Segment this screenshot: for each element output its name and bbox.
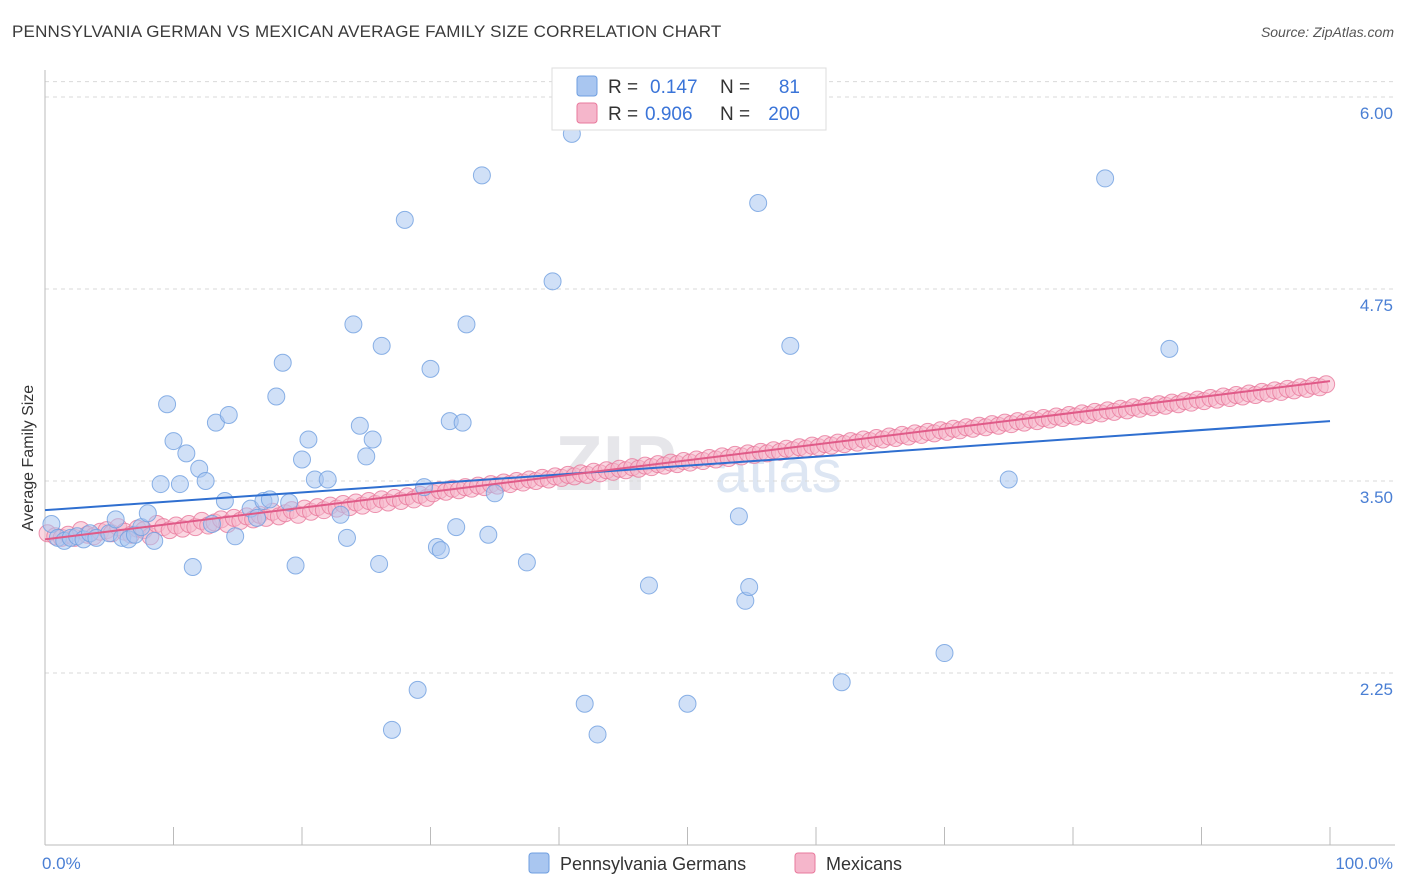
data-point-pennsylvania-germans [447,518,466,537]
data-point-pennsylvania-germans [517,553,536,572]
data-point-pennsylvania-germans [183,558,202,577]
data-point-pennsylvania-germans [226,527,245,546]
legend-box [551,67,827,131]
data-point-pennsylvania-germans [151,475,170,494]
data-point-pennsylvania-germans [293,450,311,469]
y-tick-label: 6.00 [1360,104,1393,123]
data-point-pennsylvania-germans [382,720,401,739]
legend-n-label-2: N = [720,104,750,125]
trend-line-mexicans [44,380,1331,541]
data-point-pennsylvania-germans [408,680,427,699]
data-point-pennsylvania-germans [781,336,800,355]
data-point-pennsylvania-germans [350,416,369,435]
legend-swatch-pink [576,102,598,124]
data-point-pennsylvania-germans [196,472,215,490]
gridlines [45,81,1395,674]
data-point-pennsylvania-germans [479,525,498,544]
y-tick-label: 4.75 [1360,296,1393,315]
data-point-pennsylvania-germans [999,470,1018,489]
data-point-pennsylvania-germans [299,430,318,449]
trend-line-pennsylvania-germans [44,420,1331,512]
data-point-pennsylvania-germans [170,475,189,494]
x-tick-label-min: 0.0% [42,854,81,873]
legend-r-label-2: R = [608,104,638,125]
y-axis-title: Average Family Size [20,385,37,532]
data-point-pennsylvania-germans [215,491,234,510]
data-point-pennsylvania-germans [357,447,376,466]
legend-swatch-blue [576,75,598,97]
data-point-mexicans [1317,375,1336,394]
data-point-pennsylvania-germans [431,541,450,560]
tick-labels: 2.25 3.50 4.75 6.00 0.0% 100.0% [42,104,1393,873]
data-point-pennsylvania-germans [575,694,594,713]
legend-n-value-1: 81 [779,77,800,98]
chart-source: Source: ZipAtlas.com [1260,24,1394,40]
data-point-pennsylvania-germans [219,405,238,424]
legend-r-value-2: 0.906 [645,104,693,125]
legend-r-value-1: 0.147 [650,77,698,98]
data-point-pennsylvania-germans [729,507,748,526]
data-point-pennsylvania-germans [421,359,440,378]
data-points [38,124,1336,744]
data-point-pennsylvania-germans [1160,339,1179,358]
legend-n-value-2: 200 [768,104,800,125]
axes [44,70,1395,846]
data-point-pennsylvania-germans [267,387,286,406]
chart-title: PENNSYLVANIA GERMAN VS MEXICAN AVERAGE F… [12,22,722,41]
data-point-pennsylvania-germans [485,484,504,503]
series-legend-label-mexicans: Mexicans [826,854,902,874]
legend-r-label-1: R = [608,77,638,98]
data-point-pennsylvania-germans [106,510,125,529]
data-point-pennsylvania-germans [337,528,356,547]
data-point-pennsylvania-germans [370,554,389,573]
data-point-pennsylvania-germans [1096,169,1115,188]
data-point-pennsylvania-germans [935,644,954,663]
x-tick-label-max: 100.0% [1335,854,1393,873]
data-point-pennsylvania-germans [145,531,164,550]
data-point-pennsylvania-germans [318,470,337,489]
series-legend-swatch-pennsylvania-germans [528,852,550,874]
data-point-pennsylvania-germans [457,315,476,334]
data-point-pennsylvania-germans [740,577,759,596]
data-point-pennsylvania-germans [177,444,196,463]
data-point-pennsylvania-germans [331,505,350,524]
data-point-pennsylvania-germans [543,272,562,291]
data-point-pennsylvania-germans [678,694,697,713]
data-point-pennsylvania-germans [472,166,491,185]
data-point-pennsylvania-germans [286,556,305,575]
data-point-pennsylvania-germans [158,395,177,414]
y-tick-label: 2.25 [1360,680,1393,699]
series-legend-label-pennsylvania-germans: Pennsylvania Germans [560,854,746,874]
data-point-pennsylvania-germans [273,353,292,372]
data-point-pennsylvania-germans [832,673,851,692]
data-point-pennsylvania-germans [588,725,607,744]
series-legend-swatch-mexicans [794,852,816,874]
y-tick-label: 3.50 [1360,488,1393,507]
data-point-pennsylvania-germans [164,432,183,451]
correlation-legend: R = 0.147 N = 81 R = 0.906 N = 200 [551,67,827,131]
data-point-pennsylvania-germans [363,430,382,449]
series-legend: Pennsylvania Germans Mexicans [528,852,902,874]
data-point-pennsylvania-germans [453,413,472,432]
legend-n-label-1: N = [720,77,750,98]
data-point-pennsylvania-germans [372,336,391,355]
data-point-pennsylvania-germans [395,210,414,229]
data-point-pennsylvania-germans [344,315,363,334]
trend-lines [44,380,1331,541]
data-point-pennsylvania-germans [749,193,768,212]
data-point-pennsylvania-germans [639,576,658,595]
data-point-pennsylvania-germans [138,504,157,523]
